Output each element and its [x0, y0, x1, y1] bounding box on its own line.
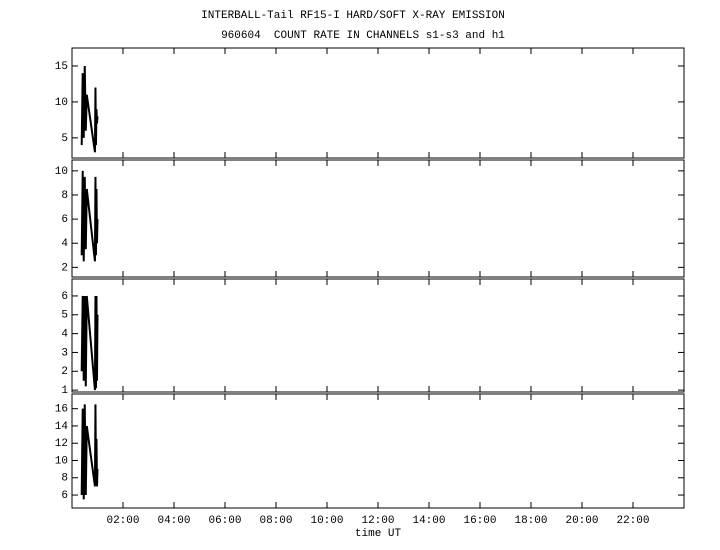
x-tick-label: 18:00 [514, 515, 547, 527]
data-line [80, 170, 99, 262]
x-tick-label: 02:00 [106, 515, 139, 527]
panel-frame [71, 159, 685, 278]
y-tick-label: 1 [61, 385, 68, 397]
x-tick-label: 06:00 [208, 515, 241, 527]
x-tick-label: 10:00 [310, 515, 343, 527]
x-tick-label: 08:00 [259, 515, 292, 527]
y-tick-label: 10 [55, 455, 68, 467]
y-tick-label: 2 [61, 262, 68, 274]
y-tick-label: 8 [61, 473, 68, 485]
data-line [80, 65, 99, 153]
y-tick-label: 2 [61, 366, 68, 378]
y-tick-label: 6 [61, 291, 68, 303]
y-tick-label: 5 [61, 133, 68, 145]
x-tick-label: 22:00 [616, 515, 649, 527]
panel-frame [71, 278, 685, 393]
x-axis-label: time UT [355, 528, 402, 540]
x-tick-label: 04:00 [157, 515, 190, 527]
y-tick-label: 5 [61, 310, 68, 322]
y-tick-label: 6 [61, 490, 68, 502]
y-tick-label: 10 [55, 97, 68, 109]
y-tick-label: 15 [55, 61, 68, 73]
y-tick-label: 8 [61, 190, 68, 202]
panel-frame [71, 393, 685, 509]
chart-subtitle: 960604 COUNT RATE IN CHANNELS s1-s3 and … [221, 30, 505, 42]
x-tick-label: 16:00 [463, 515, 496, 527]
y-tick-label: 4 [61, 238, 68, 250]
x-tick-label: 20:00 [565, 515, 598, 527]
y-tick-label: 16 [55, 404, 68, 416]
data-line [80, 404, 99, 500]
y-tick-label: 10 [55, 166, 68, 178]
x-tick-label: 12:00 [361, 515, 394, 527]
panel-frame [71, 47, 685, 159]
x-tick-label: 14:00 [412, 515, 445, 527]
y-tick-label: 14 [55, 421, 69, 433]
chart-title: INTERBALL-Tail RF15-I HARD/SOFT X-RAY EM… [201, 10, 505, 22]
y-tick-label: 6 [61, 214, 68, 226]
y-tick-label: 12 [55, 438, 68, 450]
y-tick-label: 3 [61, 347, 68, 359]
y-tick-label: 4 [61, 329, 68, 341]
data-line [80, 295, 99, 391]
